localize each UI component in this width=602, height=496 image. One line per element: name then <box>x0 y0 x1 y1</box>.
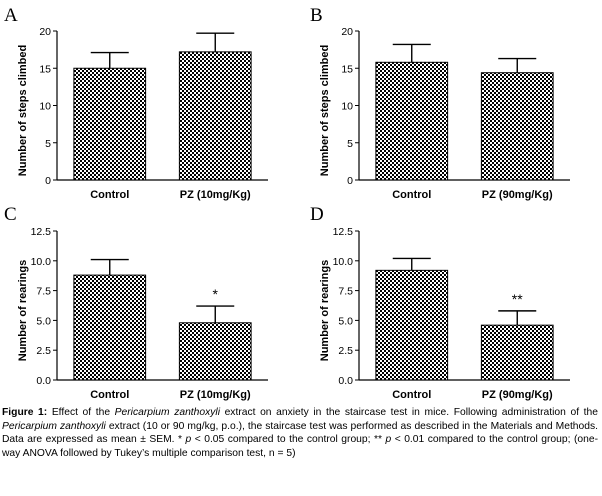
x-category-label: Control <box>392 389 431 401</box>
y-tick-label: 12.5 <box>333 226 354 238</box>
bar <box>480 72 554 181</box>
bar <box>375 61 449 181</box>
bar <box>375 269 449 381</box>
y-tick-label: 10 <box>341 101 353 113</box>
y-tick-label: 12.5 <box>31 226 52 238</box>
panel-label: C <box>4 204 17 225</box>
y-tick-label: 10.0 <box>31 256 52 268</box>
x-category-label: PZ (90mg/Kg) <box>482 389 553 401</box>
y-tick-label: 0 <box>45 175 51 187</box>
y-tick-label: 5.0 <box>338 315 353 327</box>
y-tick-label: 5 <box>45 138 51 150</box>
significance-marker: ** <box>512 291 523 307</box>
x-category-label: Control <box>90 389 129 401</box>
y-tick-label: 7.5 <box>36 286 51 298</box>
bar <box>73 274 147 381</box>
x-category-label: Control <box>90 189 129 201</box>
figure-caption: Figure 1: Effect of the Pericarpium zant… <box>2 406 598 460</box>
y-axis-label: Number of steps climbed <box>17 45 29 176</box>
bar <box>178 322 252 381</box>
y-tick-label: 15 <box>39 63 51 75</box>
caption-species: Pericarpium zanthoxyli <box>114 407 220 418</box>
caption-text: extract on anxiety in the staircase test… <box>219 407 598 418</box>
bar-chart: 0.0 2.5 5.0 7.5 10.0 12.5 Number of rearings Co… <box>319 226 570 401</box>
y-tick-label: 0 <box>347 175 353 187</box>
bar <box>73 67 147 181</box>
x-category-label: Control <box>392 189 431 201</box>
bar-chart: 0 5 10 15 20 Number of steps climbed Control PZ… <box>17 26 268 201</box>
y-tick-label: 2.5 <box>338 345 353 357</box>
chart-panel-b: 0 5 10 15 20 Number of steps climbed Control PZ… <box>302 0 598 201</box>
panel-label: B <box>310 5 323 26</box>
caption-p-symbol: p <box>385 434 392 446</box>
caption-text: extract (10 or 90 mg/kg, p.o.), the stai… <box>2 420 598 446</box>
bar-chart: 0.0 2.5 5.0 7.5 10.0 12.5 Number of rearings Co… <box>17 226 268 401</box>
y-tick-label: 0.0 <box>338 375 353 387</box>
caption-label: Figure 1: <box>2 407 48 418</box>
y-tick-label: 5.0 <box>36 315 51 327</box>
x-category-label: PZ (10mg/Kg) <box>180 389 251 401</box>
significance-marker: * <box>213 286 219 302</box>
y-axis-label: Number of rearings <box>17 260 29 361</box>
y-tick-label: 20 <box>341 26 353 38</box>
y-tick-label: 0.0 <box>36 375 51 387</box>
y-tick-label: 10 <box>39 101 51 113</box>
x-category-label: PZ (90mg/Kg) <box>482 189 553 201</box>
chart-panel-a: 0 5 10 15 20 Number of steps climbed Control PZ… <box>0 0 296 201</box>
caption-text: < 0.05 compared to the control group; ** <box>191 434 386 446</box>
y-tick-label: 10.0 <box>333 256 354 268</box>
chart-panel-c: 0.0 2.5 5.0 7.5 10.0 12.5 Number of rearings Co… <box>0 200 296 401</box>
caption-p-symbol: p <box>185 434 192 446</box>
chart-panel-d: 0.0 2.5 5.0 7.5 10.0 12.5 Number of rearings Co… <box>302 200 598 401</box>
panel-label: D <box>310 204 324 225</box>
y-axis-label: Number of rearings <box>319 260 331 361</box>
caption-species: Pericarpium zanthoxyli <box>2 420 106 432</box>
caption-text: < 0.01 compared to the control group; (o… <box>2 434 598 459</box>
y-tick-label: 5 <box>347 138 353 150</box>
x-category-label: PZ (10mg/Kg) <box>180 189 251 201</box>
y-tick-label: 20 <box>39 26 51 38</box>
y-tick-label: 15 <box>341 63 353 75</box>
panel-label: A <box>4 5 18 26</box>
bar <box>480 324 554 381</box>
caption-text: Effect of the <box>47 407 115 418</box>
bar-chart: 0 5 10 15 20 Number of steps climbed Control PZ… <box>319 26 570 201</box>
y-tick-label: 7.5 <box>338 286 353 298</box>
bar <box>178 51 252 181</box>
y-axis-label: Number of steps climbed <box>319 45 331 176</box>
y-tick-label: 2.5 <box>36 345 51 357</box>
